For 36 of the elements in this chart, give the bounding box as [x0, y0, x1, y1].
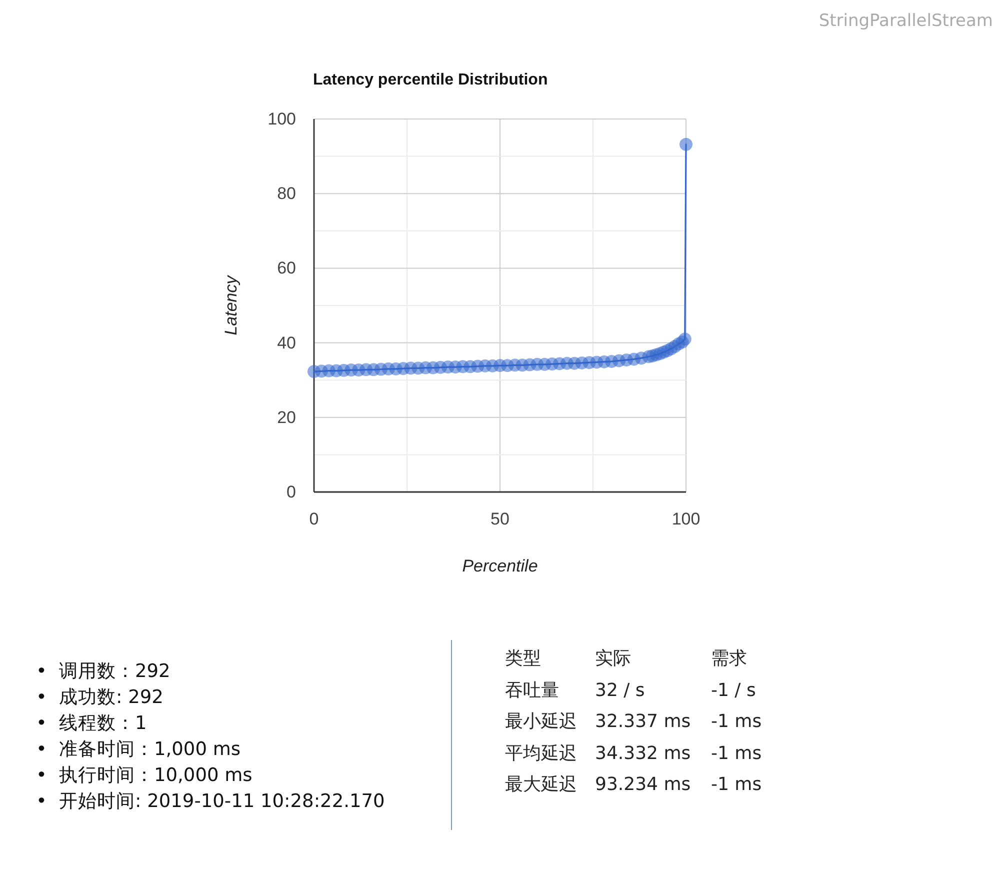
text: 吞吐量 — [505, 678, 560, 702]
text: 需求 — [711, 647, 748, 671]
text: -1 / s — [711, 678, 757, 702]
text: • 执行时间：10,000 ms — [36, 764, 254, 788]
text: -1 ms — [711, 710, 763, 734]
y-tick-label: 60 — [277, 258, 296, 278]
text: 类型 — [505, 647, 542, 671]
text: StringParallelStream — [818, 11, 993, 31]
chart-title: Latency percentile Distribution — [313, 72, 548, 88]
y-tick-label: 100 — [268, 110, 296, 128]
text: -1 ms — [711, 742, 763, 766]
point — [680, 138, 692, 151]
text: 最大延迟 — [505, 773, 578, 797]
y-axis-title: Latency — [222, 274, 240, 336]
text: • 成功数: 292 — [36, 686, 164, 710]
text: • 准备时间：1,000 ms — [36, 738, 242, 762]
text: -1 ms — [711, 773, 763, 797]
text: 实际 — [595, 647, 632, 671]
y-tick-label: 0 — [286, 482, 296, 502]
text: 93.234 ms — [595, 773, 692, 797]
text: 最小延迟 — [505, 710, 578, 734]
point — [678, 332, 692, 346]
text: • 调用数：292 — [36, 660, 172, 684]
x-tick-label: 100 — [672, 510, 700, 528]
x-axis-title: Percentile — [462, 556, 538, 576]
y-tick-label: 80 — [277, 184, 296, 204]
y-tick-label: 20 — [277, 408, 296, 427]
text: 34.332 ms — [595, 742, 692, 766]
text: • 开始时间: 2019-10-11 10:28:22.170 — [36, 790, 385, 814]
x-tick-label: 0 — [309, 510, 319, 528]
text: 32 / s — [595, 678, 646, 702]
text: 32.337 ms — [595, 710, 692, 734]
text: • 线程数：1 — [36, 712, 148, 736]
x-tick-label: 50 — [490, 510, 510, 528]
y-tick-label: 40 — [277, 333, 296, 352]
text: 平均延迟 — [505, 742, 578, 766]
